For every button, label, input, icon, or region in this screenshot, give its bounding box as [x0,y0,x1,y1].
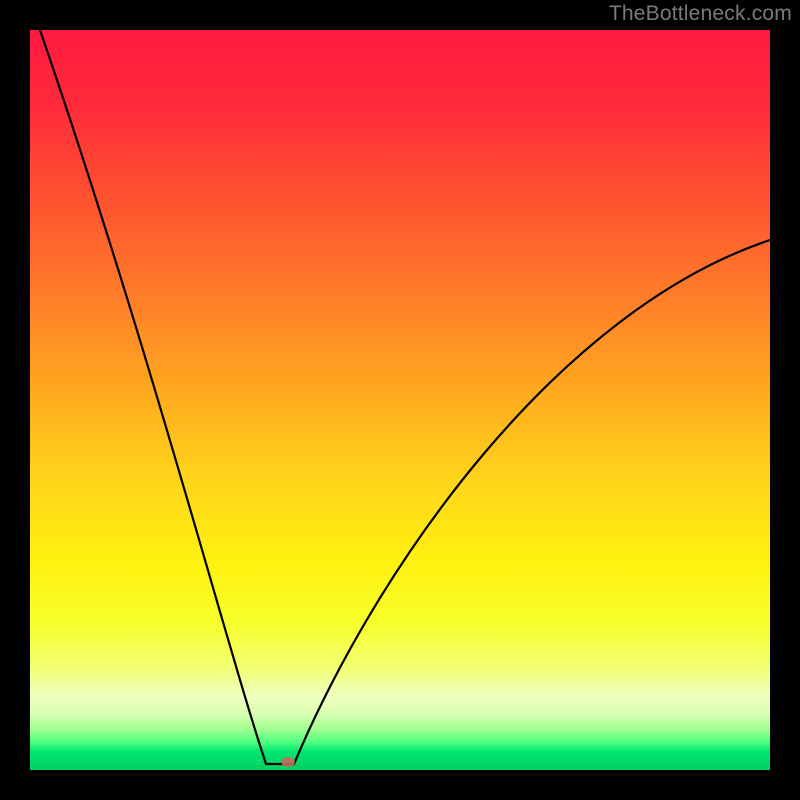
gradient-plot-area [30,30,770,770]
optimal-point-marker [281,757,295,767]
chart-container: { "watermark": { "text": "TheBottleneck.… [0,0,800,800]
bottleneck-chart [0,0,800,800]
watermark-text: TheBottleneck.com [609,2,792,26]
